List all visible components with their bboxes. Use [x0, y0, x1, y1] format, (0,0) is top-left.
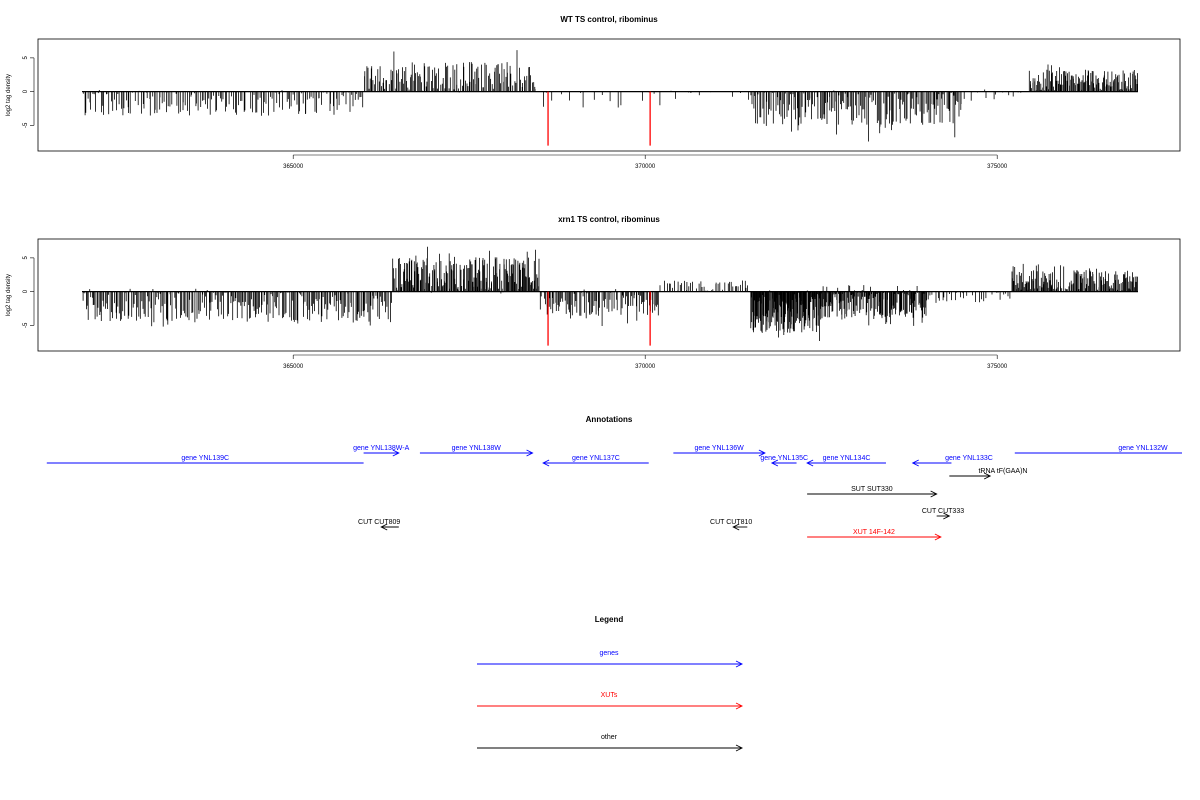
x-axis: 365000 370000 375000 [283, 354, 1008, 370]
feature-gene-ynl134c: gene YNL134C [806, 455, 886, 467]
feature-label: CUT CUT809 [358, 519, 400, 526]
legend-item-other: other [477, 734, 744, 752]
feature-gene-ynl133c: gene YNL133C [911, 455, 993, 467]
y-tick-label: 0 [23, 89, 29, 93]
feature-label: gene YNL139C [181, 455, 229, 462]
chart-title: WT TS control, ribominus [560, 15, 658, 24]
feature-trna-tf-gaa-n: tRNA tF(GAA)N [949, 468, 1028, 480]
feature-gene-ynl138w: gene YNL138W [419, 445, 534, 457]
feature-gene-ynl139c: gene YNL139C [46, 455, 364, 464]
x-axis: 365000 370000 375000 [283, 154, 1008, 170]
x-tick-label: 370000 [635, 364, 656, 370]
feature-gene-ynl136w: gene YNL136W [673, 445, 766, 457]
y-tick-label: -5 [23, 122, 29, 128]
chart-title: xrn1 TS control, ribominus [558, 215, 660, 224]
arrowhead [983, 472, 992, 480]
arrowhead [392, 449, 400, 457]
feature-xut-14f-142: XUT 14F-142 [807, 529, 942, 541]
arrowhead [735, 660, 744, 668]
legend-label: other [601, 734, 618, 741]
plot-frame [37, 38, 1181, 152]
legend-label: XUTs [601, 692, 618, 699]
y-axis: -5 0 5 [23, 56, 35, 128]
y-axis-label: log2 tag density [6, 274, 12, 316]
arrowhead [930, 490, 938, 498]
y-tick-label: -5 [23, 322, 29, 328]
y-axis-label: log2 tag density [6, 74, 12, 116]
arrowhead [806, 459, 814, 467]
arrowhead [934, 533, 942, 541]
feature-label: gene YNL133C [945, 455, 993, 462]
feature-gene-ynl135c: gene YNL135C [760, 455, 808, 467]
annotations-track: Annotations gene YNL139C gene YNL138W-A gen… [46, 415, 1182, 541]
x-tick-label: 370000 [635, 164, 656, 170]
feature-cut-cut333: CUT CUT333 [922, 508, 964, 520]
arrowhead [735, 702, 744, 710]
legend-item-gene: genes [477, 650, 744, 668]
y-axis: -5 0 5 [23, 256, 35, 328]
feature-label: gene YNL132W [1118, 445, 1168, 452]
arrowhead [526, 449, 534, 457]
feature-cut-cut810: CUT CUT810 [710, 519, 752, 531]
annotations-title: Annotations [586, 415, 633, 424]
arrowhead [542, 459, 550, 467]
legend-title: Legend [595, 615, 624, 624]
feature-label: SUT SUT330 [851, 486, 893, 493]
x-tick-label: 365000 [283, 364, 304, 370]
feature-label: gene YNL134C [823, 455, 871, 462]
x-tick-label: 375000 [987, 164, 1008, 170]
feature-label: gene YNL135C [760, 455, 808, 462]
legend-item-xut: XUTs [477, 692, 744, 710]
arrowhead [943, 512, 951, 520]
feature-sut-sut330: SUT SUT330 [807, 486, 938, 498]
legend: Legend genes XUTs other [477, 615, 744, 752]
feature-label: CUT CUT810 [710, 519, 752, 526]
density-bars [82, 50, 1138, 142]
feature-label: gene YNL138W-A [353, 445, 409, 452]
y-tick-label: 0 [23, 289, 29, 293]
arrowhead [380, 523, 388, 531]
feature-gene-ynl132w: gene YNL132W [1014, 445, 1182, 454]
arrowhead [758, 449, 766, 457]
x-tick-label: 375000 [987, 364, 1008, 370]
feature-cut-cut809: CUT CUT809 [358, 519, 400, 531]
density-bars [82, 246, 1138, 341]
feature-gene-ynl137c: gene YNL137C [542, 455, 649, 467]
arrowhead [770, 459, 779, 467]
legend-label: genes [599, 650, 619, 657]
y-tick-label: 5 [23, 256, 29, 260]
feature-label: gene YNL136W [694, 445, 744, 452]
x-tick-label: 365000 [283, 164, 304, 170]
arrowhead [732, 523, 740, 531]
plot-frame [37, 238, 1181, 352]
feature-gene-ynl138w-a: gene YNL138W-A [353, 445, 410, 457]
feature-label: gene YNL138W [452, 445, 502, 452]
feature-label: tRNA tF(GAA)N [978, 468, 1027, 475]
arrowhead [911, 459, 919, 467]
arrowhead [735, 744, 744, 752]
y-tick-label: 5 [23, 56, 29, 60]
chart-panel-1: WT TS control, ribominus -5 0 5 log2 tag den… [6, 15, 1181, 170]
chart-panel-2: xrn1 TS control, ribominus -5 0 5 log2 tag d… [6, 215, 1181, 370]
feature-label: CUT CUT333 [922, 508, 964, 515]
feature-label: XUT 14F-142 [853, 529, 895, 536]
feature-label: gene YNL137C [572, 455, 620, 462]
